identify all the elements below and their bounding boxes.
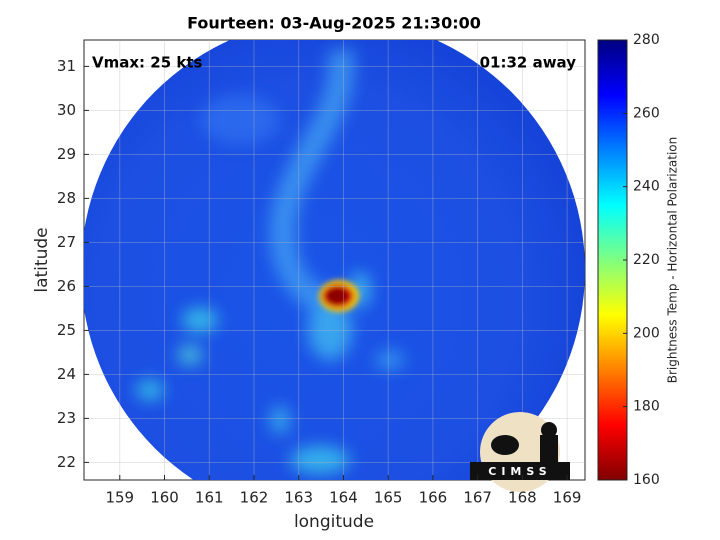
brightness-image <box>84 40 585 480</box>
y-axis-label: latitude <box>32 227 52 292</box>
x-tick-label: 161 <box>195 489 224 507</box>
colorbar-tick-label: 180 <box>633 399 660 415</box>
y-tick-label: 23 <box>57 409 76 427</box>
x-axis-label: longitude <box>294 512 374 532</box>
y-tick-label: 22 <box>57 453 76 471</box>
logo-text: CIMSS <box>488 465 551 478</box>
colorbar-tick-label: 240 <box>633 179 660 195</box>
colorbar <box>597 39 628 481</box>
y-tick-label: 26 <box>57 277 76 295</box>
cimss-logo: CIMSS <box>470 412 570 492</box>
y-tick-label: 25 <box>57 321 76 339</box>
colorbar-tick-label: 260 <box>633 105 660 121</box>
colorbar-tick-label: 160 <box>633 472 660 488</box>
x-tick-label: 169 <box>553 489 582 507</box>
y-tick-label: 30 <box>57 101 76 119</box>
x-tick-label: 163 <box>284 489 313 507</box>
x-tick-label: 165 <box>374 489 403 507</box>
chart-title: Fourteen: 03-Aug-2025 21:30:00 <box>187 14 481 33</box>
time-annotation: 01:32 away <box>480 54 577 72</box>
y-tick-label: 29 <box>57 145 76 163</box>
colorbar-tick-label: 220 <box>633 252 660 268</box>
x-tick-label: 164 <box>329 489 358 507</box>
y-tick-label: 27 <box>57 233 76 251</box>
x-tick-label: 159 <box>105 489 134 507</box>
x-tick-label: 160 <box>150 489 179 507</box>
x-tick-label: 162 <box>240 489 269 507</box>
vmax-annotation: Vmax: 25 kts <box>92 54 202 72</box>
y-tick-label: 31 <box>57 57 76 75</box>
colorbar-label: Brightness Temp - Horizontal Polarizatio… <box>666 137 680 384</box>
x-tick-label: 168 <box>508 489 537 507</box>
y-tick-label: 24 <box>57 365 76 383</box>
x-tick-label: 167 <box>463 489 492 507</box>
colorbar-tick-label: 280 <box>633 32 660 48</box>
colorbar-tick-label: 200 <box>633 325 660 341</box>
y-tick-label: 28 <box>57 189 76 207</box>
x-tick-label: 166 <box>419 489 448 507</box>
